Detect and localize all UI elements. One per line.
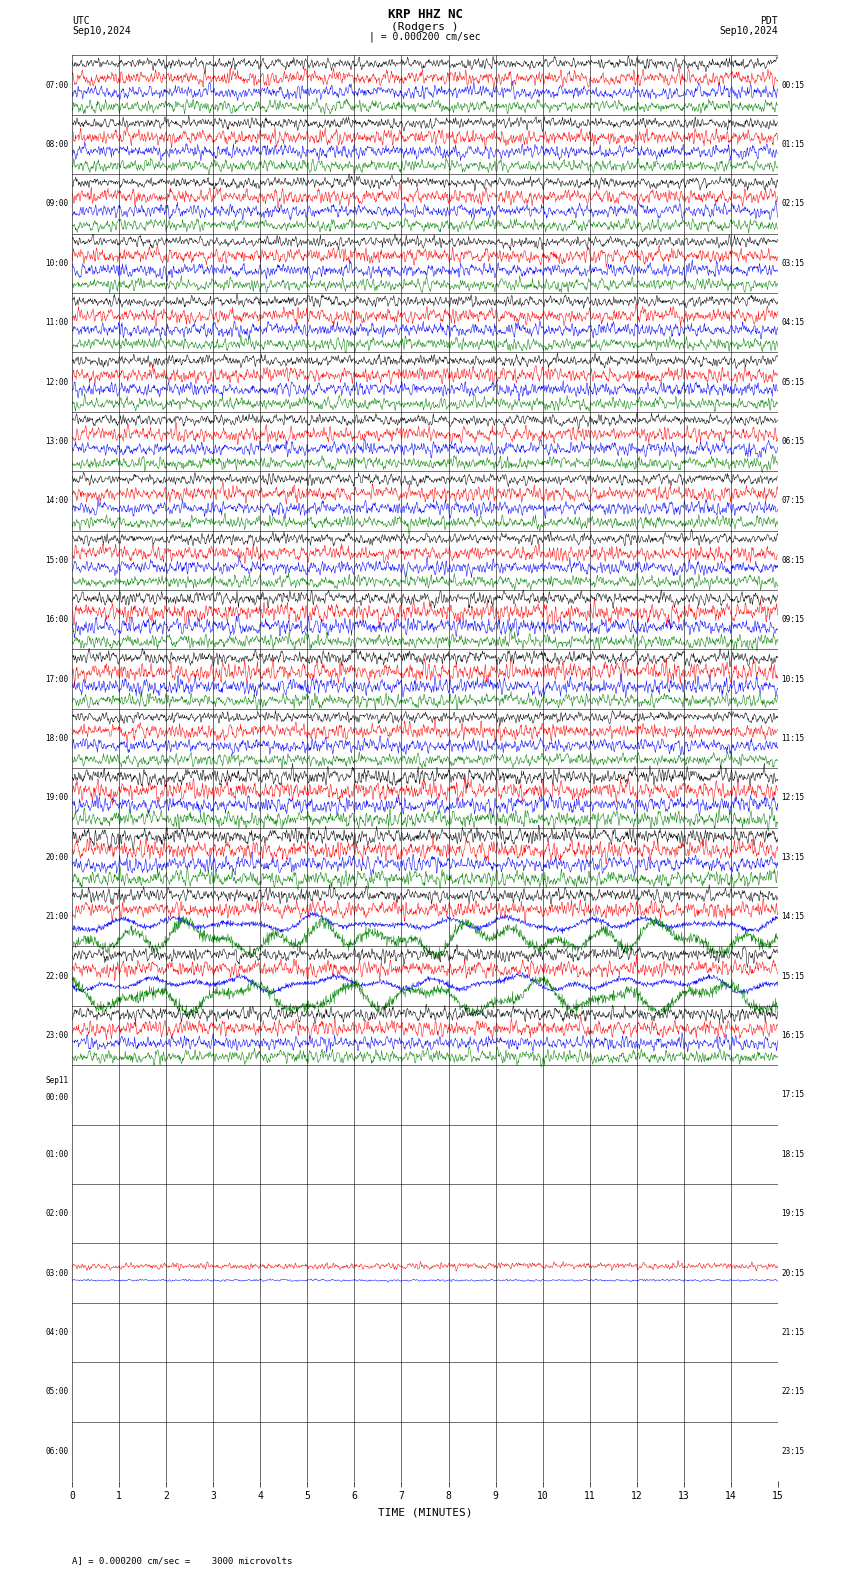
- X-axis label: TIME (MINUTES): TIME (MINUTES): [377, 1506, 473, 1517]
- Text: PDT: PDT: [760, 16, 778, 25]
- Text: 15:15: 15:15: [781, 971, 804, 980]
- Text: 21:00: 21:00: [46, 912, 69, 922]
- Text: 14:15: 14:15: [781, 912, 804, 922]
- Text: 02:00: 02:00: [46, 1209, 69, 1218]
- Text: | = 0.000200 cm/sec: | = 0.000200 cm/sec: [369, 32, 481, 41]
- Text: 01:15: 01:15: [781, 139, 804, 149]
- Text: 18:15: 18:15: [781, 1150, 804, 1159]
- Text: A] = 0.000200 cm/sec =    3000 microvolts: A] = 0.000200 cm/sec = 3000 microvolts: [72, 1555, 292, 1565]
- Text: 22:15: 22:15: [781, 1388, 804, 1397]
- Text: 15:00: 15:00: [46, 556, 69, 565]
- Text: 03:00: 03:00: [46, 1269, 69, 1278]
- Text: Sep10,2024: Sep10,2024: [72, 27, 131, 36]
- Text: 19:00: 19:00: [46, 794, 69, 803]
- Text: Sep10,2024: Sep10,2024: [719, 27, 778, 36]
- Text: 06:00: 06:00: [46, 1446, 69, 1456]
- Text: 20:15: 20:15: [781, 1269, 804, 1278]
- Text: 00:00: 00:00: [46, 1093, 69, 1102]
- Text: 07:15: 07:15: [781, 496, 804, 505]
- Text: 23:15: 23:15: [781, 1446, 804, 1456]
- Text: 16:00: 16:00: [46, 615, 69, 624]
- Text: (Rodgers ): (Rodgers ): [391, 22, 459, 32]
- Text: 07:00: 07:00: [46, 81, 69, 90]
- Text: 00:15: 00:15: [781, 81, 804, 90]
- Text: 14:00: 14:00: [46, 496, 69, 505]
- Text: 23:00: 23:00: [46, 1031, 69, 1041]
- Text: 05:15: 05:15: [781, 377, 804, 386]
- Text: 19:15: 19:15: [781, 1209, 804, 1218]
- Text: 09:15: 09:15: [781, 615, 804, 624]
- Text: 18:00: 18:00: [46, 733, 69, 743]
- Text: 01:00: 01:00: [46, 1150, 69, 1159]
- Text: 08:15: 08:15: [781, 556, 804, 565]
- Text: 09:00: 09:00: [46, 200, 69, 209]
- Text: 04:00: 04:00: [46, 1327, 69, 1337]
- Text: 12:15: 12:15: [781, 794, 804, 803]
- Text: 13:15: 13:15: [781, 852, 804, 862]
- Text: 21:15: 21:15: [781, 1327, 804, 1337]
- Text: 12:00: 12:00: [46, 377, 69, 386]
- Text: 17:15: 17:15: [781, 1090, 804, 1099]
- Text: 20:00: 20:00: [46, 852, 69, 862]
- Text: 10:00: 10:00: [46, 258, 69, 268]
- Text: 08:00: 08:00: [46, 139, 69, 149]
- Text: 06:15: 06:15: [781, 437, 804, 447]
- Text: 17:00: 17:00: [46, 675, 69, 684]
- Text: 10:15: 10:15: [781, 675, 804, 684]
- Text: 11:15: 11:15: [781, 733, 804, 743]
- Text: 03:15: 03:15: [781, 258, 804, 268]
- Text: 22:00: 22:00: [46, 971, 69, 980]
- Text: KRP HHZ NC: KRP HHZ NC: [388, 8, 462, 21]
- Text: 11:00: 11:00: [46, 318, 69, 328]
- Text: Sep11: Sep11: [46, 1076, 69, 1085]
- Text: 04:15: 04:15: [781, 318, 804, 328]
- Text: 05:00: 05:00: [46, 1388, 69, 1397]
- Text: 16:15: 16:15: [781, 1031, 804, 1041]
- Text: UTC: UTC: [72, 16, 90, 25]
- Text: 13:00: 13:00: [46, 437, 69, 447]
- Text: 02:15: 02:15: [781, 200, 804, 209]
